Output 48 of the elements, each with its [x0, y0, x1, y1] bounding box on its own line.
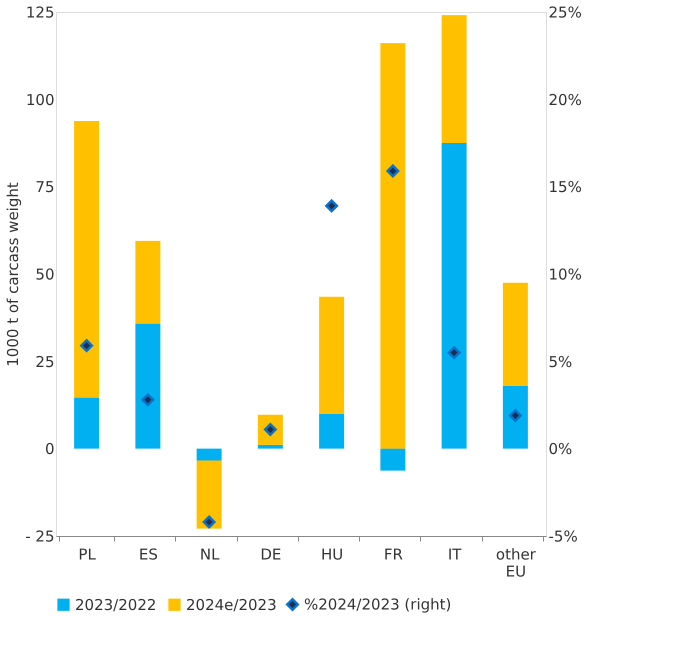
- y-tick-label: 0: [44, 440, 54, 458]
- y-tick-label: - 25: [25, 528, 54, 546]
- x-tick-label: IT: [448, 546, 462, 564]
- y-tick-label: 25: [35, 352, 54, 371]
- legend-label: %2024/2023 (right): [304, 596, 452, 614]
- x-tick-label: FR: [384, 546, 403, 564]
- bar: [442, 15, 467, 143]
- y-axis-title: 1000 t of carcass weight: [4, 182, 22, 367]
- bar: [258, 444, 283, 449]
- bar: [502, 386, 528, 449]
- y-tick-label: 50: [35, 266, 54, 284]
- x-tick-label: other EU: [496, 546, 537, 580]
- x-tick-label: DE: [260, 546, 282, 564]
- bar: [319, 296, 344, 414]
- bar: [74, 398, 100, 449]
- x-tick-label: HU: [320, 546, 344, 564]
- y-tick-label: 75: [35, 178, 54, 196]
- legend-label: 2024e/2023: [186, 596, 277, 614]
- point: [508, 408, 522, 422]
- bar: [319, 414, 344, 449]
- point: [202, 516, 216, 529]
- point: [448, 346, 461, 360]
- bar: [135, 324, 160, 449]
- bar: [442, 143, 467, 449]
- y2-tick-label: 5%: [548, 352, 572, 371]
- y2-tick-label: 0%: [548, 440, 572, 458]
- x-tick-label: PL: [78, 546, 96, 564]
- bar: [380, 448, 406, 471]
- y2-tick-label: 10%: [548, 266, 582, 284]
- bar: [196, 448, 222, 461]
- y2-tick-label: 20%: [548, 90, 582, 109]
- y-tick-label: 125: [26, 4, 54, 22]
- bar: [135, 240, 160, 324]
- point: [141, 393, 154, 406]
- point: [80, 339, 94, 352]
- y2-tick-label: -5%: [548, 528, 578, 546]
- y2-tick-label: 15%: [548, 178, 582, 196]
- point: [325, 199, 338, 212]
- bar: [74, 120, 100, 398]
- legend-label: 2023/2022: [75, 596, 156, 614]
- x-tick-label: NL: [200, 546, 220, 564]
- bar: [196, 460, 222, 529]
- y-tick-label: 100: [26, 90, 54, 109]
- y2-tick-label: 25%: [548, 4, 582, 22]
- bar: [502, 282, 528, 386]
- x-tick-label: ES: [138, 546, 158, 564]
- bar: [380, 43, 406, 449]
- point: [386, 164, 400, 178]
